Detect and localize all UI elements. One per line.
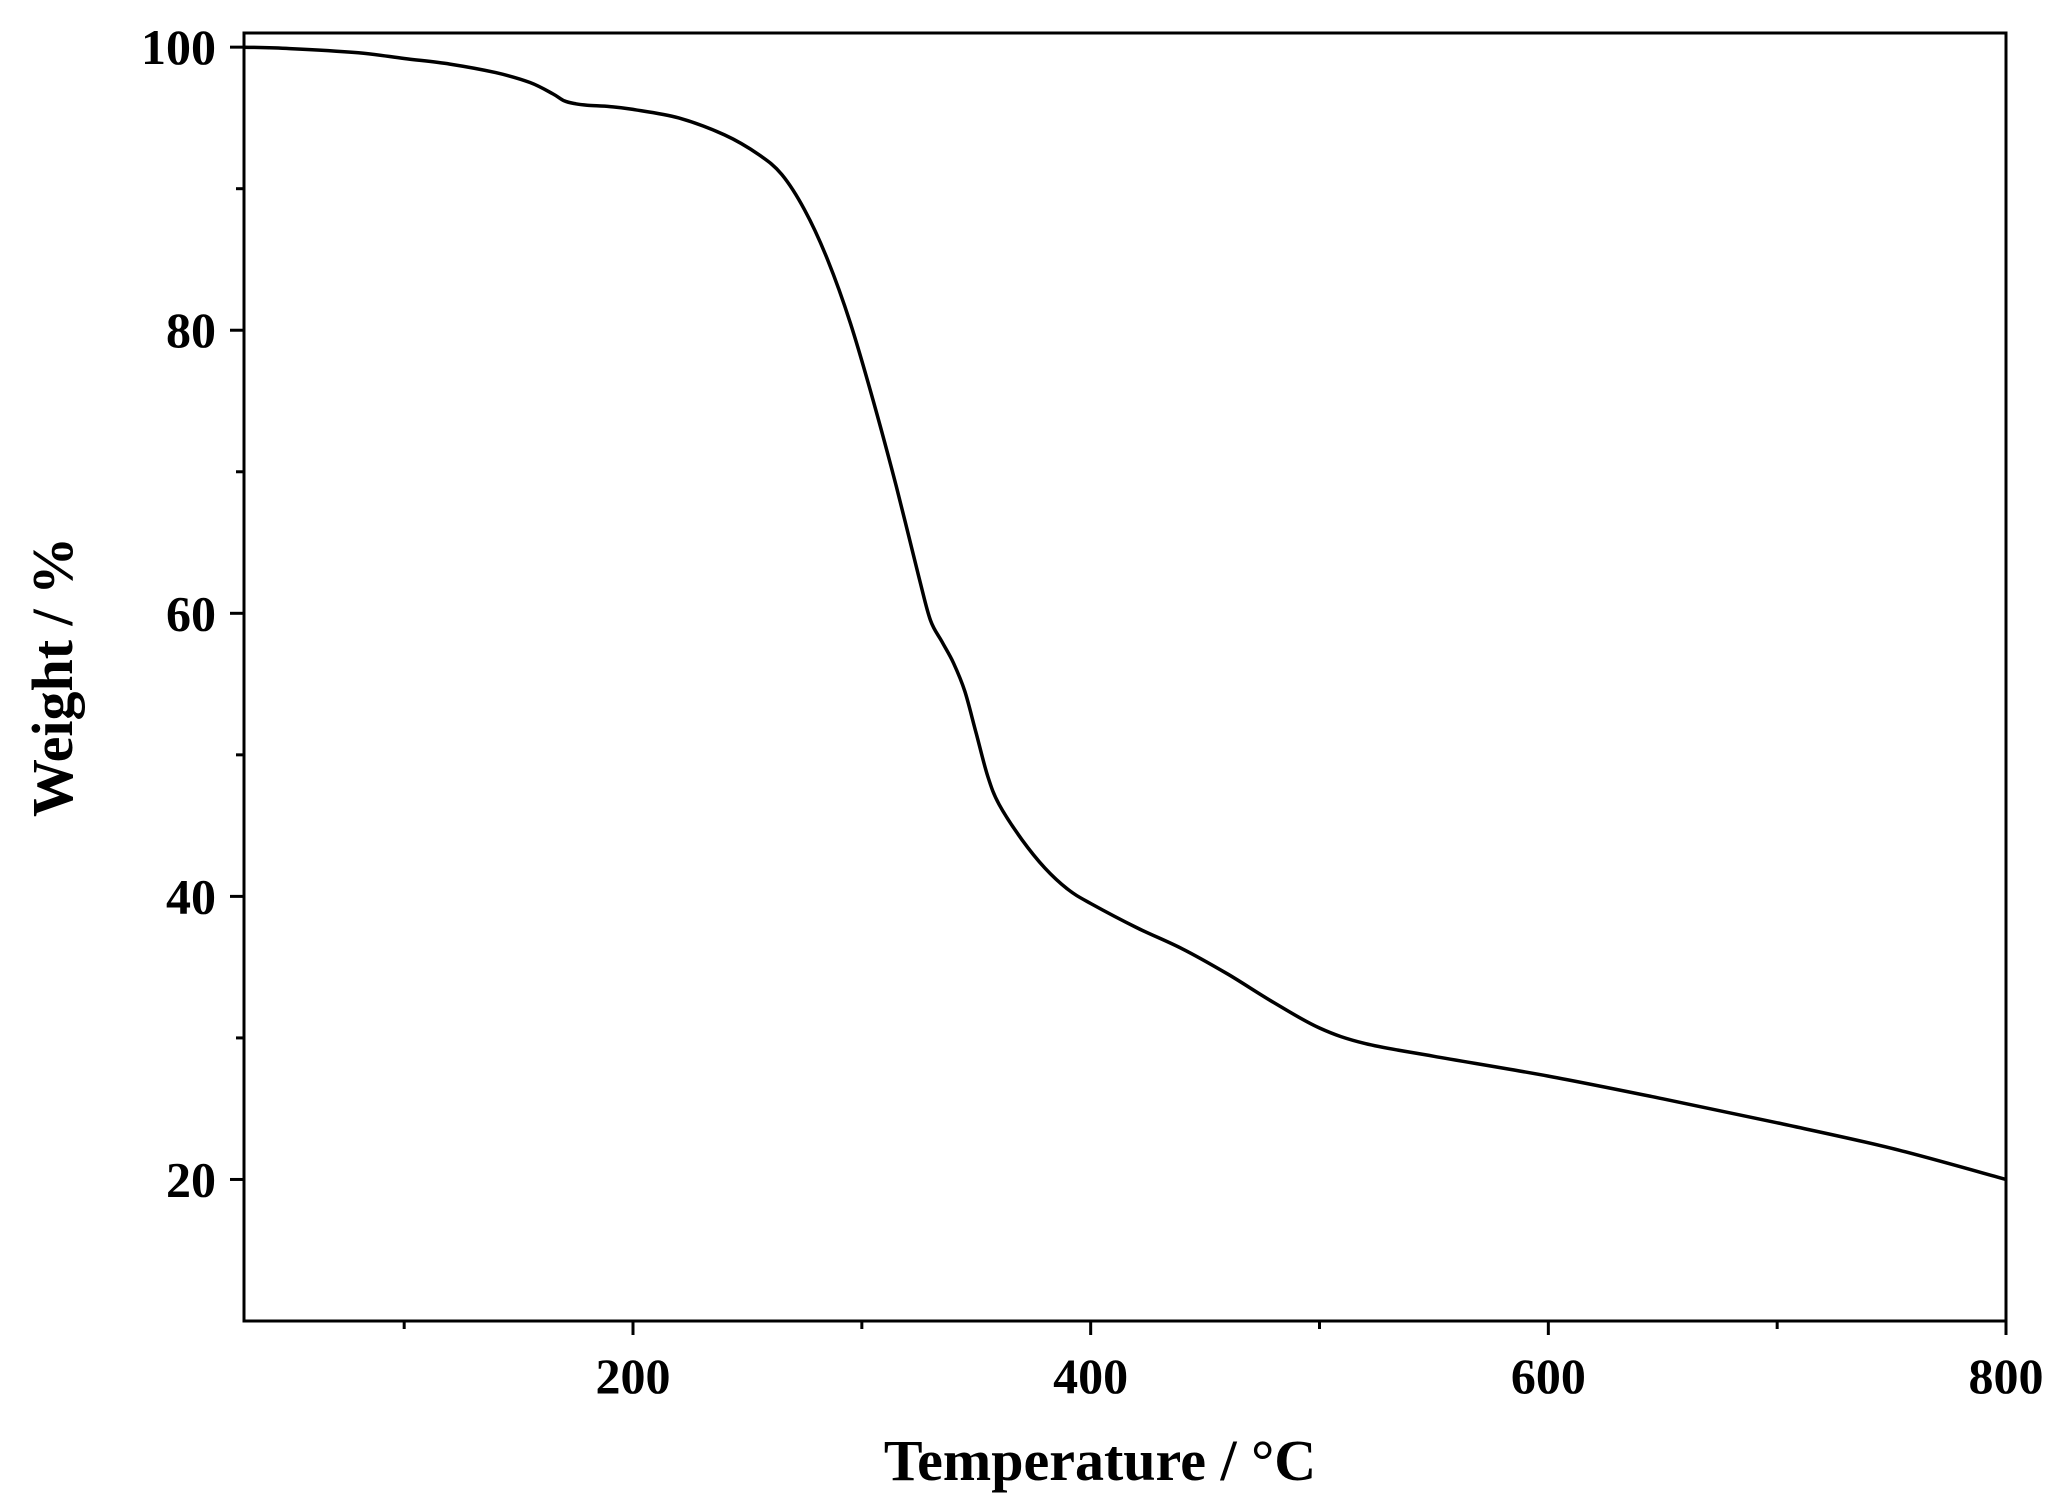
y-tick-label: 20: [166, 1151, 216, 1207]
x-tick-label: 400: [1053, 1348, 1128, 1404]
y-tick-label: 100: [141, 19, 216, 75]
x-tick-label: 600: [1511, 1348, 1586, 1404]
axis-tick-labels: 200 400 600 800 20 40 60 80 100: [141, 19, 2044, 1404]
y-tick-label: 80: [166, 302, 216, 358]
axis-ticks: [230, 45, 2008, 1335]
y-axis-title: Weight / %: [20, 537, 85, 817]
y-tick-label: 40: [166, 868, 216, 924]
y-tick-label: 60: [166, 585, 216, 641]
weight-curve: [243, 45, 2007, 1182]
x-tick-label: 200: [596, 1348, 671, 1404]
x-axis-title: Temperature / °C: [884, 1428, 1316, 1493]
x-tick-label: 800: [1969, 1348, 2044, 1404]
plot-frame: [242, 31, 2008, 1323]
